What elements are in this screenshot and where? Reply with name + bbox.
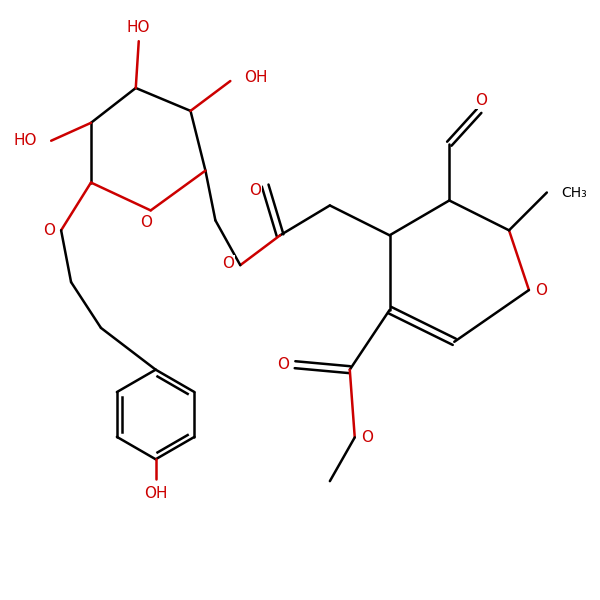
Text: OH: OH — [144, 485, 167, 500]
Text: O: O — [43, 223, 55, 238]
Text: HO: HO — [127, 20, 151, 35]
Text: O: O — [249, 183, 261, 198]
Text: O: O — [535, 283, 547, 298]
Text: O: O — [277, 357, 289, 372]
Text: CH₃: CH₃ — [561, 185, 587, 199]
Text: O: O — [361, 430, 373, 445]
Text: O: O — [475, 94, 487, 109]
Text: HO: HO — [14, 133, 37, 148]
Text: O: O — [140, 215, 152, 230]
Text: O: O — [223, 256, 235, 271]
Text: OH: OH — [244, 70, 268, 85]
